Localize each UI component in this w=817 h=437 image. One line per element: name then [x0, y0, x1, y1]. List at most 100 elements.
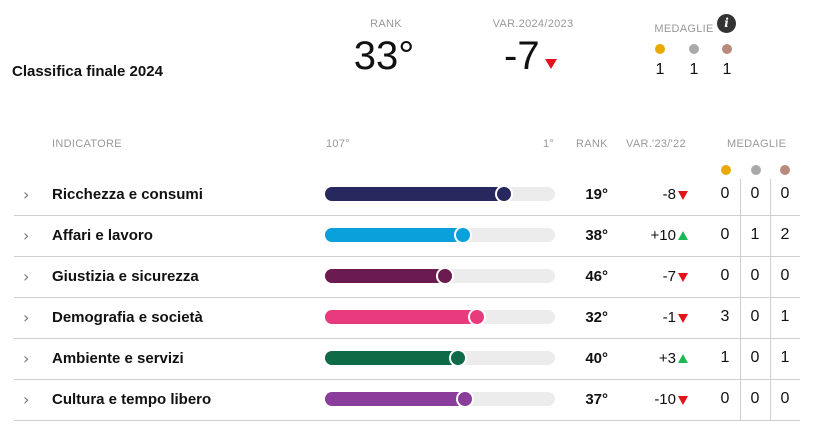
- silver-medal-count: 0: [750, 349, 760, 366]
- summary-gold-count: 1: [655, 61, 665, 78]
- chevron-right-icon[interactable]: ›: [23, 349, 30, 368]
- indicator-row[interactable]: › Affari e lavoro 38° +10 0 1 2: [14, 216, 800, 257]
- rank-progress-knob: [449, 349, 468, 367]
- rank-progress-fill: [325, 310, 477, 324]
- rank-progress-knob: [454, 226, 472, 244]
- bronze-medal-icon: [780, 165, 790, 175]
- rank-progress-track: [325, 349, 555, 367]
- medal-column-divider: [770, 179, 771, 420]
- indicator-variation: +3: [658, 350, 676, 367]
- gold-medal-icon: [721, 165, 731, 175]
- rank-progress-track: [325, 185, 555, 203]
- rank-progress-track: [325, 267, 555, 285]
- summary-bronze-count: 1: [722, 61, 732, 78]
- chevron-right-icon[interactable]: ›: [23, 308, 30, 327]
- gold-medal-icon: [655, 44, 665, 54]
- summary-variation-label: VAR.2024/2023: [492, 18, 574, 30]
- indicator-row[interactable]: › Demografia e società 32° -1 3 0 1: [14, 298, 800, 339]
- silver-medal-count: 0: [750, 308, 760, 325]
- gold-medal-count: 3: [720, 308, 730, 325]
- down-arrow-icon: [678, 273, 688, 282]
- summary-variation-value: -7: [504, 34, 540, 78]
- indicator-variation: -10: [654, 391, 676, 408]
- indicator-variation: -8: [662, 186, 676, 203]
- bronze-medal-count: 0: [780, 267, 790, 284]
- medal-column-divider: [740, 179, 741, 420]
- silver-medal-count: 1: [750, 226, 760, 243]
- indicator-name: Ambiente e servizi: [52, 350, 184, 367]
- summary-medals-label: MEDAGLIE: [654, 23, 714, 35]
- indicator-name: Cultura e tempo libero: [52, 391, 212, 408]
- gold-medal-count: 0: [720, 267, 730, 284]
- down-arrow-icon: [545, 59, 557, 69]
- rank-progress-knob: [495, 185, 514, 203]
- chevron-right-icon[interactable]: ›: [23, 185, 30, 204]
- bronze-medal-count: 2: [780, 226, 790, 243]
- row-divider: [14, 215, 800, 216]
- rank-progress-track: [325, 308, 555, 326]
- rank-progress-knob: [435, 267, 454, 285]
- row-divider: [14, 256, 800, 257]
- summary-rank-value: 33°: [353, 34, 415, 78]
- down-arrow-icon: [678, 191, 688, 200]
- indicator-variation: +10: [650, 227, 676, 244]
- silver-medal-count: 0: [750, 390, 760, 407]
- bronze-medal-count: 0: [780, 390, 790, 407]
- chevron-right-icon[interactable]: ›: [23, 226, 30, 245]
- down-arrow-icon: [678, 396, 688, 405]
- indicator-row[interactable]: › Ambiente e servizi 40° +3 1 0 1: [14, 339, 800, 380]
- indicator-variation: -7: [662, 268, 676, 285]
- summary-silver-count: 1: [689, 61, 699, 78]
- header-indicator: INDICATORE: [52, 138, 122, 150]
- header-rank: RANK: [576, 138, 608, 150]
- info-icon[interactable]: i: [717, 14, 736, 33]
- indicator-rank: 19°: [585, 186, 608, 203]
- header-medals: MEDAGLIE: [727, 138, 787, 150]
- up-arrow-icon: [678, 231, 688, 240]
- header-scale-min: 107°: [326, 138, 350, 150]
- indicator-rank: 38°: [585, 227, 608, 244]
- indicator-row[interactable]: › Giustizia e sicurezza 46° -7 0 0 0: [14, 257, 800, 298]
- row-divider: [14, 420, 800, 421]
- indicator-variation: -1: [662, 309, 676, 326]
- bronze-medal-count: 1: [780, 308, 790, 325]
- header-scale-max: 1°: [543, 138, 555, 150]
- silver-medal-icon: [689, 44, 699, 54]
- rank-progress-knob: [456, 390, 475, 408]
- indicator-rank: 46°: [585, 268, 608, 285]
- rank-progress-fill: [325, 187, 505, 201]
- row-divider: [14, 338, 800, 339]
- bronze-medal-count: 0: [780, 185, 790, 202]
- down-arrow-icon: [678, 314, 688, 323]
- rank-progress-fill: [325, 351, 459, 365]
- indicator-row[interactable]: › Ricchezza e consumi 19° -8 0 0 0: [14, 175, 800, 216]
- gold-medal-count: 0: [720, 390, 730, 407]
- bronze-medal-count: 1: [780, 349, 790, 366]
- gold-medal-count: 0: [720, 226, 730, 243]
- indicator-rank: 37°: [585, 391, 608, 408]
- gold-medal-count: 0: [720, 185, 730, 202]
- bronze-medal-icon: [722, 44, 732, 54]
- up-arrow-icon: [678, 354, 688, 363]
- indicator-name: Giustizia e sicurezza: [52, 268, 199, 285]
- header-variation: VAR.'23/'22: [626, 138, 686, 150]
- row-divider: [14, 297, 800, 298]
- indicator-row[interactable]: › Cultura e tempo libero 37° -10 0 0 0: [14, 380, 800, 421]
- rank-progress-fill: [325, 269, 445, 283]
- indicator-name: Ricchezza e consumi: [52, 186, 203, 203]
- rank-progress-fill: [325, 392, 466, 406]
- gold-medal-count: 1: [720, 349, 730, 366]
- summary-rank-label: RANK: [370, 18, 402, 30]
- silver-medal-count: 0: [750, 267, 760, 284]
- page-title: Classifica finale 2024: [12, 63, 163, 80]
- rank-progress-track: [325, 226, 555, 244]
- silver-medal-count: 0: [750, 185, 760, 202]
- silver-medal-icon: [751, 165, 761, 175]
- indicator-name: Affari e lavoro: [52, 227, 153, 244]
- indicator-name: Demografia e società: [52, 309, 203, 326]
- row-divider: [14, 379, 800, 380]
- indicator-rank: 32°: [585, 309, 608, 326]
- chevron-right-icon[interactable]: ›: [23, 390, 30, 409]
- chevron-right-icon[interactable]: ›: [23, 267, 30, 286]
- rank-progress-knob: [467, 308, 486, 326]
